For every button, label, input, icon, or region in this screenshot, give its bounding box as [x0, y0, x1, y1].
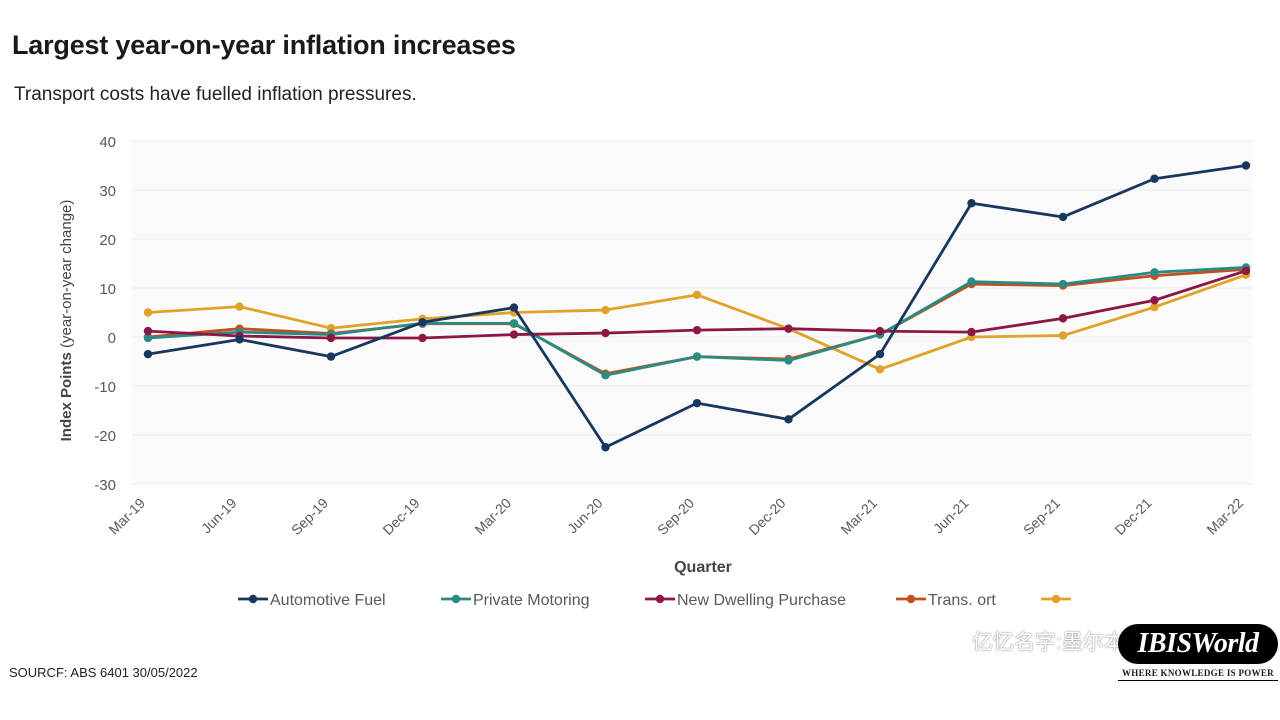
logo-tagline: WHERE KNOWLEDGE IS POWER: [1118, 668, 1278, 681]
legend-swatch-dot: [1051, 594, 1061, 604]
data-point: [1058, 314, 1068, 323]
x-tick-label: Mar-22: [1203, 495, 1246, 538]
data-point: [143, 308, 153, 317]
data-point: [601, 371, 610, 380]
data-point: [235, 302, 244, 311]
x-tick-label: Mar-20: [471, 495, 514, 538]
legend-item: New Dwelling Purchase: [645, 592, 846, 609]
series-4: [143, 270, 1251, 374]
data-point: [418, 333, 427, 343]
legend-swatch-dot: [906, 594, 916, 604]
data-point: [326, 352, 336, 361]
x-tick-label: Mar-19: [105, 495, 148, 538]
x-tick-label: Jun-19: [198, 495, 240, 537]
data-point: [143, 326, 153, 336]
data-point: [1058, 331, 1068, 340]
chart-title: Largest year-on-year inflation increases: [12, 30, 516, 60]
y-tick-label: 20: [99, 232, 116, 249]
data-point: [143, 333, 153, 343]
data-point: [967, 199, 976, 208]
legend-label: Automotive Fuel: [270, 592, 386, 609]
data-point: [1150, 174, 1159, 183]
x-tick-label: Jun-21: [930, 495, 972, 537]
data-point: [326, 333, 336, 343]
ibisworld-logo: IBISWorld: [1118, 624, 1278, 664]
y-tick-label: 30: [99, 183, 116, 200]
data-point: [509, 319, 519, 328]
y-tick-label: -10: [94, 379, 116, 396]
data-point: [601, 443, 610, 452]
x-tick-label: Dec-21: [1111, 495, 1154, 538]
x-tick-label: Dec-20: [745, 495, 788, 538]
data-point: [1150, 302, 1159, 312]
legend-swatch-dot: [451, 594, 461, 604]
legend-swatch-dot: [655, 594, 665, 604]
data-point: [875, 349, 885, 359]
y-tick-label: -30: [94, 477, 116, 494]
data-point: [1241, 161, 1251, 170]
data-point: [1241, 266, 1251, 276]
legend-item: Private Motoring: [441, 592, 590, 609]
legend-swatch-dot: [248, 594, 258, 604]
series-0: [143, 161, 1251, 452]
x-axis-title: Quarter: [674, 559, 732, 576]
y-tick-label: -20: [94, 428, 116, 445]
data-point: [784, 415, 793, 424]
x-tick-label: Sep-21: [1020, 495, 1063, 538]
chart-subtitle: Transport costs have fuelled inflation p…: [14, 84, 417, 105]
legend-label: New Dwelling Purchase: [677, 592, 846, 609]
data-point: [1150, 268, 1159, 277]
y-tick-label: 10: [99, 281, 116, 298]
data-point: [509, 303, 519, 312]
data-point: [418, 318, 427, 327]
y-tick-label: 0: [108, 330, 116, 347]
legend-item: [1041, 594, 1071, 604]
y-axis-title: Index Points (year-on-year change): [58, 200, 75, 442]
legend-item: Automotive Fuel: [238, 592, 386, 609]
data-point: [967, 277, 976, 286]
data-point: [601, 305, 610, 315]
data-point: [143, 349, 153, 359]
data-point: [1058, 279, 1068, 289]
data-point: [1058, 212, 1068, 222]
x-tick-label: Jun-20: [564, 495, 606, 537]
legend-item: Trans. ort: [896, 592, 996, 609]
data-point: [875, 326, 885, 336]
legend-label: Trans. ort: [928, 592, 996, 609]
data-point: [235, 335, 244, 344]
legend-label: Private Motoring: [473, 592, 590, 609]
y-tick-label: 40: [99, 134, 116, 151]
data-point: [692, 325, 702, 335]
data-point: [1150, 296, 1159, 305]
data-point: [784, 356, 793, 365]
data-point: [875, 365, 885, 374]
plot-area: [132, 141, 1252, 484]
x-tick-label: Mar-21: [837, 495, 880, 538]
x-tick-label: Sep-20: [654, 495, 697, 538]
data-point: [601, 328, 610, 338]
x-tick-label: Dec-19: [379, 495, 422, 538]
data-point: [509, 330, 519, 339]
source-note: SOURCF: ABS 6401 30/05/2022: [9, 665, 198, 680]
data-point: [692, 290, 702, 300]
data-point: [967, 327, 976, 337]
data-point: [784, 324, 793, 333]
data-point: [692, 398, 702, 408]
x-tick-label: Sep-19: [288, 495, 331, 538]
data-point: [692, 352, 702, 361]
